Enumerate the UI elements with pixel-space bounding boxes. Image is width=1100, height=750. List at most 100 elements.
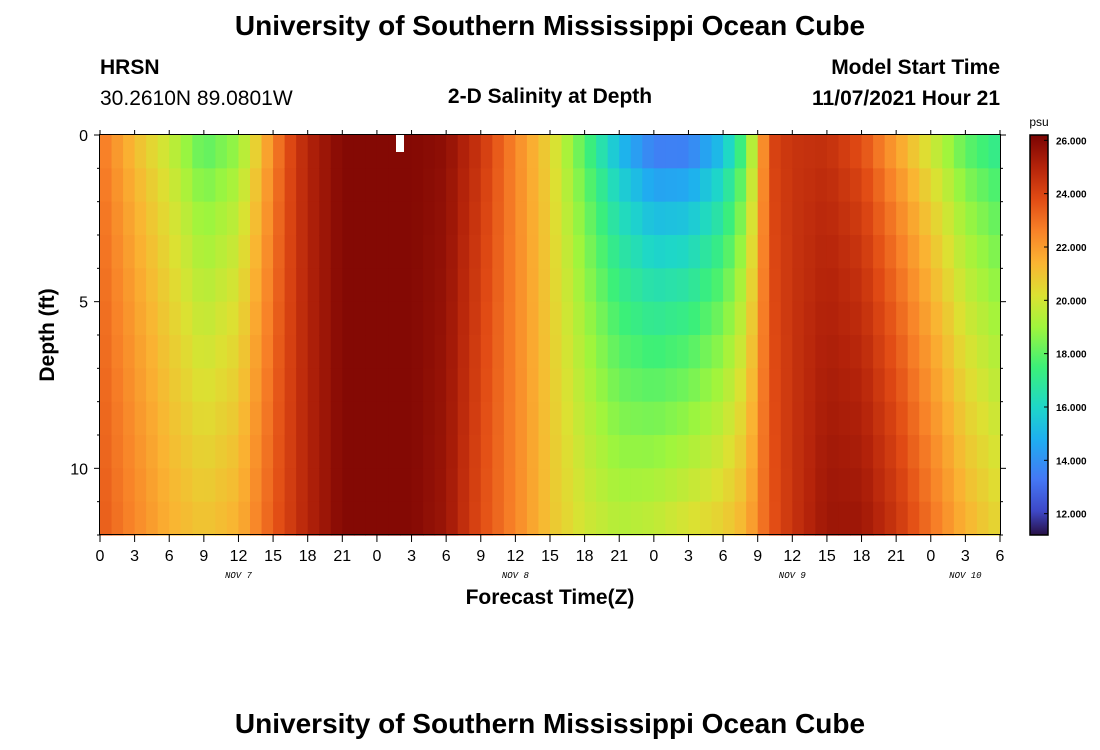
heatmap-cell [169, 135, 182, 169]
heatmap-cell [907, 501, 920, 536]
heatmap-cell [803, 235, 816, 269]
heatmap-cell [619, 201, 632, 236]
heatmap-cell [250, 135, 263, 169]
heatmap-cell [134, 435, 147, 469]
heatmap-cell [619, 135, 632, 169]
heatmap-cell [307, 168, 320, 203]
heatmap-cell [700, 168, 713, 203]
heatmap-cell [538, 335, 551, 369]
heatmap-cell [803, 435, 816, 469]
heatmap-cell [296, 468, 309, 503]
heatmap-cell [515, 501, 528, 536]
heatmap-cell [423, 235, 436, 269]
heatmap-cell [307, 401, 320, 436]
colorbar: psu 12.000 14.000 16.000 18.000 20.000 22.000 2… [1029, 115, 1087, 536]
heatmap-cell [146, 135, 159, 169]
heatmap-cell [376, 135, 390, 169]
heatmap-cell [607, 301, 620, 336]
heatmap-cell [342, 235, 355, 269]
heatmap-cell [100, 301, 113, 336]
heatmap-cell [215, 335, 228, 369]
heatmap-cell [203, 301, 216, 336]
heatmap-cell [238, 401, 251, 436]
heatmap-cell [642, 235, 655, 269]
heatmap-cell [492, 268, 505, 303]
heatmap-cell [353, 501, 366, 536]
heatmap-cell [838, 135, 851, 169]
heatmap-cell [873, 168, 886, 203]
heatmap-cell [596, 435, 609, 469]
heatmap-cell [238, 268, 251, 303]
heatmap-cell [157, 468, 170, 503]
heatmap-cell [838, 268, 851, 303]
heatmap-cell [296, 201, 309, 236]
heatmap-cell [665, 468, 678, 503]
heatmap-cell [192, 501, 205, 536]
heatmap-cell [896, 368, 909, 403]
heatmap-cell [573, 468, 586, 503]
heatmap-cell [573, 235, 586, 269]
heatmap-cell [919, 201, 932, 236]
heatmap-cell [169, 335, 182, 369]
heatmap-cell [665, 501, 678, 536]
heatmap-cell [284, 368, 297, 403]
heatmap-cell [676, 135, 690, 169]
heatmap-cell [180, 435, 193, 469]
heatmap-cell [873, 135, 886, 169]
heatmap-cell [146, 201, 159, 236]
heatmap-cell [526, 468, 540, 503]
heatmap-cell [607, 368, 620, 403]
colorbar-unit: psu [1029, 115, 1048, 129]
heatmap-cell [676, 168, 690, 203]
heatmap-cell [619, 335, 632, 369]
heatmap-cell [653, 368, 666, 403]
heatmap-cell [642, 301, 655, 336]
heatmap-cell [215, 268, 228, 303]
heatmap-cell [550, 168, 563, 203]
heatmap-cell [134, 501, 147, 536]
heatmap-cell [826, 168, 840, 203]
heatmap-cell [942, 501, 955, 536]
heatmap-cell [423, 201, 436, 236]
heatmap-cell [261, 268, 274, 303]
heatmap-cell [307, 468, 320, 503]
heatmap-cell [561, 268, 574, 303]
heatmap-cell [711, 168, 724, 203]
heatmap-cell [226, 268, 240, 303]
heatmap-cell [169, 201, 182, 236]
heatmap-cell [411, 301, 424, 336]
heatmap-cell [665, 201, 678, 236]
heatmap-cell [746, 368, 759, 403]
heatmap-cell [803, 201, 816, 236]
heatmap-cell [319, 168, 332, 203]
heatmap-cell [653, 401, 666, 436]
heatmap-cell [376, 468, 390, 503]
heatmap-cell [330, 168, 343, 203]
heatmap-cell [376, 168, 390, 203]
heatmap-cell [988, 368, 1001, 403]
heatmap-cell [411, 201, 424, 236]
heatmap-cell [942, 168, 955, 203]
heatmap-cell [203, 201, 216, 236]
heatmap-cell [203, 168, 216, 203]
heatmap-cell [838, 335, 851, 369]
heatmap-cell [896, 335, 909, 369]
heatmap-cell [469, 301, 482, 336]
heatmap-cell [146, 235, 159, 269]
heatmap-cell [226, 135, 240, 169]
heatmap-cell [700, 401, 713, 436]
heatmap-cell [550, 468, 563, 503]
heatmap-cell [896, 401, 909, 436]
heatmap-cell [226, 168, 240, 203]
heatmap-cell [376, 268, 390, 303]
heatmap-cell [665, 268, 678, 303]
colorbar-tick-label: 26.000 [1056, 136, 1087, 147]
heatmap-cell [884, 401, 897, 436]
heatmap-cell [596, 301, 609, 336]
heatmap-cell [723, 168, 736, 203]
heatmap-cell [469, 368, 482, 403]
heatmap-cell [596, 368, 609, 403]
x-tick-label: 15 [818, 548, 836, 565]
heatmap-cell [273, 501, 286, 536]
